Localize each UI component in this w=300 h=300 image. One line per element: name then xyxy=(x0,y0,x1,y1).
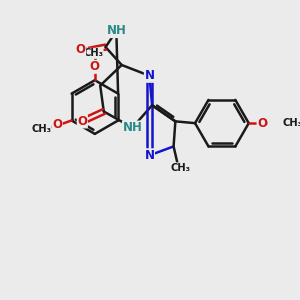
Text: O: O xyxy=(257,117,267,130)
Text: CH₃: CH₃ xyxy=(171,163,191,173)
Text: N: N xyxy=(144,149,154,162)
Text: O: O xyxy=(77,45,87,58)
Text: NH: NH xyxy=(106,25,126,38)
Text: CH₃: CH₃ xyxy=(31,124,51,134)
Text: O: O xyxy=(76,43,85,56)
Text: O: O xyxy=(77,115,87,128)
Text: N: N xyxy=(144,69,154,82)
Text: CH₃: CH₃ xyxy=(83,48,103,59)
Text: O: O xyxy=(52,118,62,131)
Text: O: O xyxy=(90,60,100,73)
Text: NH: NH xyxy=(122,121,142,134)
Text: CH₃: CH₃ xyxy=(283,118,300,128)
